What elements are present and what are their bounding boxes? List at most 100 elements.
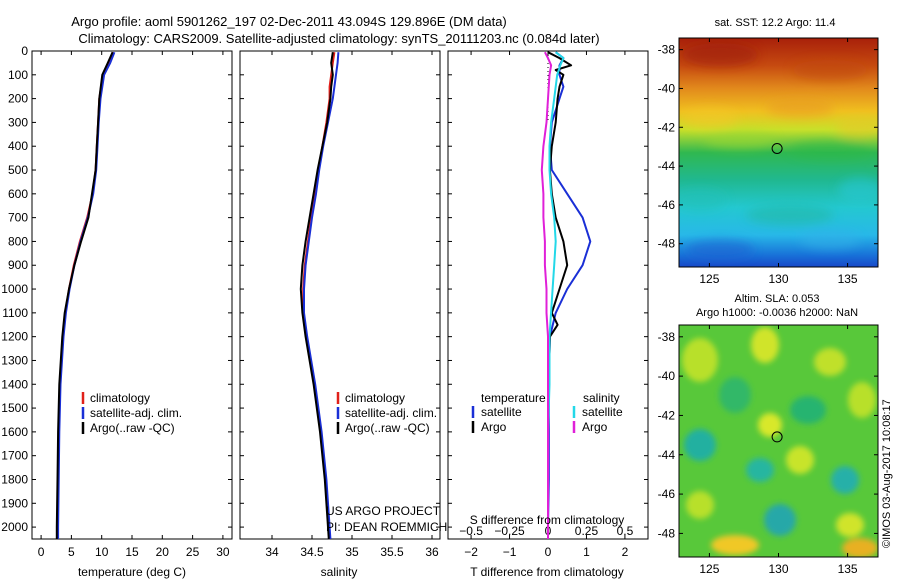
sst-map-title: sat. SST: 12.2 Argo: 11.4 bbox=[715, 17, 836, 29]
map-y-tick-label: -42 bbox=[658, 120, 676, 134]
x-tick-label: 34 bbox=[265, 545, 279, 559]
diff-legend-targo-label: Argo bbox=[481, 420, 507, 434]
depth-tick-label: 800 bbox=[8, 234, 28, 248]
x-tick-label: −2 bbox=[464, 545, 478, 559]
x-tick-label: 25 bbox=[186, 545, 200, 559]
depth-tick-label: 1900 bbox=[1, 496, 28, 510]
project-line1: US ARGO PROJECT bbox=[326, 504, 441, 518]
salinity-series-argo-raw-qc- bbox=[299, 52, 334, 540]
depth-tick-label: 900 bbox=[8, 258, 28, 272]
diff-legend-sargo-label: Argo bbox=[582, 420, 608, 434]
s-diff-tick-label: 0.5 bbox=[617, 524, 634, 538]
sla-map-axes: 125 130 135 -38 -40 -42 -44 -46 -48 bbox=[658, 325, 878, 576]
map-y-tick-label: -48 bbox=[658, 237, 676, 251]
temperature-legend: climatology satellite-adj. clim. Argo(..… bbox=[81, 391, 182, 435]
x-tick-label: 0 bbox=[38, 545, 45, 559]
diff-legend-ssat-label: satellite bbox=[582, 405, 623, 419]
figure-title-line2: Climatology: CARS2009. Satellite-adjuste… bbox=[78, 31, 599, 46]
map-y-tick-label: -48 bbox=[658, 526, 676, 540]
side-stamp: ©IMOS 03-Aug-2017 10:08:17 bbox=[881, 399, 893, 548]
x-tick-label: 1 bbox=[583, 545, 590, 559]
difference-legend: temperature salinity satellite Argo sate… bbox=[471, 391, 623, 434]
depth-tick-label: 300 bbox=[8, 115, 28, 129]
temperature-axis-label: temperature (deg C) bbox=[78, 565, 186, 579]
x-tick-label: 2 bbox=[622, 545, 629, 559]
map-y-tick-label: -38 bbox=[658, 43, 676, 57]
depth-tick-label: 400 bbox=[8, 139, 28, 153]
map-y-tick-label: -38 bbox=[658, 330, 676, 344]
sst-argo-location-marker bbox=[771, 143, 783, 154]
diff-legend-temperature-header: temperature bbox=[481, 391, 546, 405]
x-tick-label: 10 bbox=[95, 545, 109, 559]
difference-top-label: S difference from climatology bbox=[470, 513, 625, 527]
x-tick-label: 35 bbox=[345, 545, 359, 559]
temperature-series-satellite-adj-clim- bbox=[57, 51, 116, 539]
sla-argo-location-marker bbox=[771, 431, 783, 443]
difference-axis-label: T difference from climatology bbox=[470, 565, 624, 579]
sla-map-field bbox=[679, 325, 878, 557]
depth-tick-label: 1800 bbox=[1, 472, 28, 486]
map-y-tick-label: -46 bbox=[658, 198, 676, 212]
map-y-tick-label: -46 bbox=[658, 487, 676, 501]
depth-tick-label: 1700 bbox=[1, 449, 28, 463]
map-x-tick-label: 130 bbox=[768, 562, 788, 576]
diff-legend-tsat-label: satellite bbox=[481, 405, 522, 419]
x-tick-label: 5 bbox=[68, 545, 75, 559]
sst-map-field bbox=[679, 38, 878, 267]
depth-tick-label: 500 bbox=[8, 163, 28, 177]
map-y-tick-label: -40 bbox=[658, 369, 676, 383]
depth-tick-label: 100 bbox=[8, 68, 28, 82]
depth-tick-label: 1400 bbox=[1, 377, 28, 391]
sal-legend-clim-label: climatology bbox=[345, 391, 405, 405]
temperature-series-argo-raw-qc- bbox=[55, 51, 114, 539]
depth-tick-label: 200 bbox=[8, 92, 28, 106]
depth-tick-label: 0 bbox=[21, 44, 28, 58]
salinity-axis-label: salinity bbox=[321, 565, 358, 579]
map-y-tick-label: -42 bbox=[658, 408, 676, 422]
depth-tick-label: 1600 bbox=[1, 425, 28, 439]
depth-tick-label: 1500 bbox=[1, 401, 28, 415]
depth-tick-label: 1200 bbox=[1, 330, 28, 344]
map-x-tick-label: 135 bbox=[838, 272, 858, 286]
x-tick-label: −1 bbox=[503, 545, 517, 559]
map-x-tick-label: 130 bbox=[768, 272, 788, 286]
x-tick-label: 15 bbox=[125, 545, 139, 559]
salinity-series-climatology bbox=[302, 52, 336, 540]
salinity-legend: climatology satellite-adj. clim. Argo(..… bbox=[336, 391, 437, 435]
x-tick-label: 0 bbox=[545, 545, 552, 559]
temperature-series-climatology bbox=[56, 51, 115, 539]
x-tick-label: 35.5 bbox=[380, 545, 404, 559]
depth-tick-label: 1100 bbox=[2, 306, 28, 320]
s-diff-tick-label: −0.5 bbox=[459, 524, 483, 538]
sla-map-title-line1: Altim. SLA: 0.053 bbox=[735, 293, 820, 305]
sal-legend-sat-label: satellite-adj. clim. bbox=[345, 406, 437, 420]
sla-map-title-line2: Argo h1000: -0.0036 h2000: NaN bbox=[696, 307, 858, 319]
figure-title-line1: Argo profile: aoml 5901262_197 02-Dec-20… bbox=[71, 14, 507, 29]
sst-map-axes: 125 130 135 -38 -40 -42 -44 -46 -48 bbox=[658, 38, 878, 286]
sal-legend-argo-label: Argo(..raw -QC) bbox=[345, 421, 430, 435]
temp-legend-argo-label: Argo(..raw -QC) bbox=[90, 421, 175, 435]
s-diff-tick-label: 0.25 bbox=[575, 524, 599, 538]
profile-axes: 0100200300400500600700800900100011001200… bbox=[1, 44, 648, 559]
salinity-panel-frame bbox=[239, 50, 441, 540]
difference-series-s-argo bbox=[540, 51, 553, 539]
map-x-tick-label: 135 bbox=[838, 562, 858, 576]
profile-series bbox=[55, 51, 592, 540]
map-x-tick-label: 125 bbox=[699, 272, 719, 286]
map-y-tick-label: -40 bbox=[658, 81, 676, 95]
x-tick-label: 30 bbox=[216, 545, 230, 559]
map-y-tick-label: -44 bbox=[658, 448, 676, 462]
x-tick-label: 34.5 bbox=[300, 545, 324, 559]
project-line2: PI: DEAN ROEMMICH bbox=[326, 520, 447, 534]
map-y-tick-label: -44 bbox=[658, 159, 676, 173]
temp-legend-sat-label: satellite-adj. clim. bbox=[90, 406, 182, 420]
depth-tick-label: 1300 bbox=[1, 353, 28, 367]
temperature-panel-frame bbox=[31, 50, 233, 540]
x-tick-label: 36 bbox=[425, 545, 439, 559]
depth-tick-label: 600 bbox=[8, 187, 28, 201]
depth-tick-label: 700 bbox=[8, 211, 28, 225]
x-tick-label: 20 bbox=[156, 545, 170, 559]
map-x-tick-label: 125 bbox=[699, 562, 719, 576]
s-diff-tick-label: −0.25 bbox=[494, 524, 525, 538]
